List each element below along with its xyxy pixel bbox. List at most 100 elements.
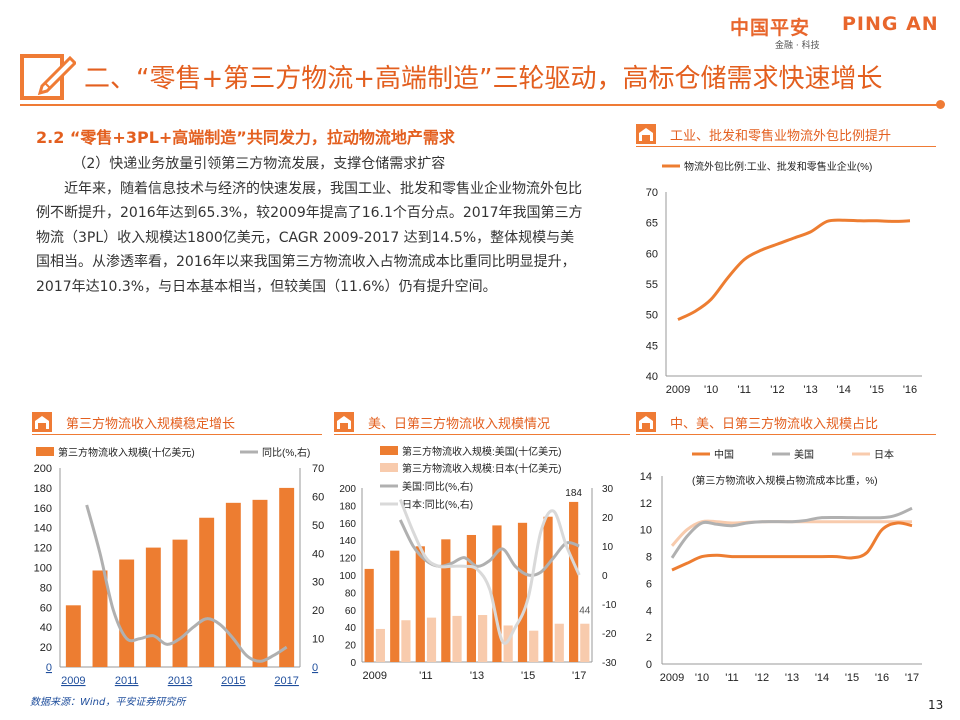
x-tick-label: '12 [755, 672, 769, 684]
y2-tick-label: 10 [312, 634, 324, 646]
legend-jp-bar-label: 第三方物流收入规模:日本(十亿美元) [402, 462, 561, 475]
bar-jp-2017 [580, 623, 590, 662]
y2-tick-label: 40 [312, 548, 324, 560]
y-tick-label: 60 [40, 602, 52, 614]
pencil-icon [20, 54, 76, 100]
x-tick-label: '13 [803, 384, 817, 396]
chart-title-usjp: 美、日第三方物流收入规模情况 [368, 417, 551, 432]
bar-jp-2013 [478, 615, 488, 662]
y2-tick-label: 0 [602, 571, 608, 582]
y-tick-label: 100 [339, 571, 356, 582]
data-label-us-2017: 184 [565, 488, 582, 499]
bar-cn-3pl-2016 [252, 499, 268, 667]
y-tick-label: 14 [640, 471, 652, 483]
outsourcing-line-chart: 物流外包比例:工业、批发和零售业企业(%) 40 45 50 55 60 65 70 2009 '… [646, 160, 922, 396]
x-tick-label: '11 [419, 670, 433, 682]
x-tick-label: 2009 [363, 670, 387, 682]
y-tick-label: 20 [40, 642, 52, 654]
legend-jp-yoy-label: 日本:同比(%,右) [402, 498, 473, 511]
y-tick-label: 40 [40, 622, 52, 634]
page-title: 二、“零售+第三方物流+高端制造”三轮驱动，高标仓储需求快速增长 [84, 64, 883, 94]
bar-cn-3pl-2014 [199, 517, 215, 667]
y-tick-label: 160 [339, 519, 356, 530]
bar-jp-2011 [426, 617, 437, 662]
chart-header-share: 中、美、日第三方物流收入规模占比 [636, 412, 936, 434]
bar-us-2009 [364, 568, 374, 662]
y-tick-label: 4 [646, 605, 652, 617]
chart-header-usjp: 美、日第三方物流收入规模情况 [334, 412, 630, 434]
x-tick-label: 2009 [666, 384, 690, 396]
section-body: （2）快递业务放量引领第三方物流发展，支撑仓储需求扩容 近年来，随着信息技术与经… [36, 152, 586, 299]
chart-header-line [636, 146, 936, 147]
section-paragraph: 近年来，随着信息技术与经济的快速发展，我国工业、批发和零售业企业物流外包比例不断… [36, 180, 583, 295]
cn-3pl-chart: 第三方物流收入规模(十亿美元) 同比(%,右)020406080100120140… [34, 446, 325, 687]
bar-jp-2010 [401, 620, 411, 662]
y2-tick-label: -10 [602, 600, 617, 611]
y-tick-label: 200 [339, 484, 356, 495]
y-tick-label: 60 [646, 248, 658, 260]
series-line-jp-yoy [398, 499, 581, 645]
y-tick-label: 80 [345, 588, 357, 599]
x-tick-label: '15 [870, 384, 884, 396]
legend-jp-bar-swatch [380, 463, 398, 472]
x-tick-label: '13 [785, 672, 799, 684]
y2-tick-label: -20 [602, 629, 617, 640]
x-tick-label: 2009 [660, 672, 684, 684]
page-number: 13 [928, 698, 944, 712]
bar-cn-3pl-2009 [65, 605, 81, 667]
x-tick-label: 2013 [168, 675, 192, 687]
legend-us-yoy-label: 美国:同比(%,右) [402, 480, 473, 493]
x-tick-label: '15 [845, 672, 859, 684]
y-tick-label: 140 [339, 536, 356, 547]
y2-tick-label: 20 [312, 605, 324, 617]
x-tick-label: '11 [738, 384, 752, 396]
y-tick-label: 180 [339, 501, 356, 512]
y2-tick-label: 30 [602, 484, 614, 495]
y-tick-label: 8 [646, 552, 652, 564]
data-source: 数据来源：Wind，平安证券研究所 [30, 697, 186, 708]
title-divider-dot [936, 100, 945, 109]
y-tick-label: 120 [339, 554, 356, 565]
warehouse-icon [636, 124, 656, 144]
x-tick-label: 2009 [61, 675, 85, 687]
x-tick-label: '14 [837, 384, 851, 396]
section-subheading: （2）快递业务放量引领第三方物流发展，支撑仓储需求扩容 [72, 156, 446, 172]
bar-cn-3pl-2012 [145, 547, 161, 667]
warehouse-icon [636, 412, 656, 432]
bar-cn-3pl-2011 [119, 559, 135, 667]
share-line-chart: 中国 美国 日本 (第三方物流收入规模占物流成本比重，%) 0 2 4 6 8 10 12 14 200… [640, 448, 922, 684]
chart-header-outsourcing: 工业、批发和零售业物流外包比例提升 [636, 124, 936, 146]
x-tick-label: 2011 [115, 675, 139, 687]
y-tick-label: 20 [345, 641, 357, 652]
chart-annotation-share: (第三方物流收入规模占物流成本比重，%) [692, 474, 878, 487]
bar-us-2017 [569, 501, 579, 662]
chart-header-line [32, 434, 322, 435]
y-tick-label: 65 [646, 218, 658, 230]
y-tick-label: 55 [646, 279, 658, 291]
legend-share-2-label: 日本 [874, 448, 894, 461]
bar-jp-2014 [503, 625, 513, 662]
data-label-jp-2017: 44 [579, 606, 591, 617]
y2-tick-label: 50 [312, 520, 324, 532]
legend-share-0-label: 中国 [714, 448, 734, 461]
bar-cn-3pl-2013 [172, 539, 188, 667]
bar-jp-2012 [452, 615, 462, 662]
x-tick-label: '17 [905, 672, 919, 684]
y-tick-label: 100 [34, 563, 52, 575]
y-tick-label: 0 [646, 659, 652, 671]
bar-us-2012 [441, 539, 451, 662]
x-tick-label: '12 [770, 384, 784, 396]
y-tick-label: 40 [345, 623, 357, 634]
bar-jp-2015 [529, 630, 539, 662]
y-tick-label: 120 [34, 543, 52, 555]
x-tick-label: '17 [572, 670, 586, 682]
legend-cn-yoy-label: 同比(%,右) [262, 446, 310, 459]
y-tick-label: 80 [40, 582, 52, 594]
legend-cn-bar-swatch [36, 447, 54, 456]
us-jp-3pl-chart: 第三方物流收入规模:美国(十亿美元) 第三方物流收入规模:日本(十亿美元) 美国:同… [339, 445, 617, 682]
chart-header-line [334, 434, 630, 435]
y-tick-label: 50 [646, 310, 658, 322]
legend-us-bar-label: 第三方物流收入规模:美国(十亿美元) [402, 445, 561, 458]
bar-us-2013 [466, 534, 476, 662]
legend-cn-bar-label: 第三方物流收入规模(十亿美元) [58, 446, 195, 459]
